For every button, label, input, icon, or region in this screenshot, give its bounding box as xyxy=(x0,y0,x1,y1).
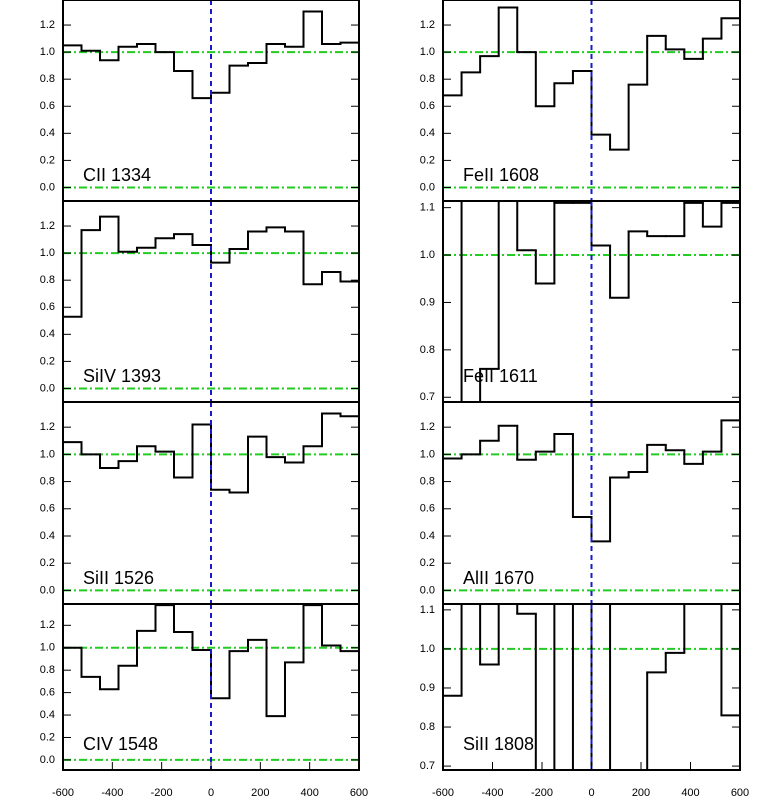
y-tick-label: 0.0 xyxy=(420,181,435,193)
y-tick-label: 1.0 xyxy=(420,643,435,655)
panel-label: CIV 1548 xyxy=(83,734,158,754)
y-tick-label: 1.2 xyxy=(40,619,55,631)
y-tick-label: 1.1 xyxy=(420,604,435,616)
panel-label: AlII 1670 xyxy=(463,568,534,588)
y-tick-label: 1.2 xyxy=(40,19,55,31)
y-tick-label: 0.8 xyxy=(40,664,55,676)
step-connector xyxy=(80,216,342,317)
panel-label: CII 1334 xyxy=(83,165,151,185)
panel xyxy=(63,0,359,201)
panel xyxy=(63,604,359,770)
panel-label: SiIV 1393 xyxy=(83,366,161,386)
y-tick-label: 0.2 xyxy=(40,154,55,166)
y-tick-label: 0.2 xyxy=(40,731,55,743)
y-tick-label: 0.0 xyxy=(420,584,435,596)
panel xyxy=(443,201,740,402)
x-tick-label: 600 xyxy=(350,787,368,799)
y-tick-label: 1.2 xyxy=(420,421,435,433)
panel xyxy=(443,0,740,201)
y-tick-label: 1.2 xyxy=(40,421,55,433)
panel xyxy=(443,604,740,770)
y-tick-label: 0.9 xyxy=(420,682,435,694)
y-tick-label: 1.0 xyxy=(40,46,55,58)
y-tick-label: 1.0 xyxy=(40,247,55,259)
y-tick-label: 1.0 xyxy=(40,448,55,460)
y-tick-label: 0.7 xyxy=(420,760,435,772)
y-tick-label: 1.2 xyxy=(40,220,55,232)
y-tick-label: 0.6 xyxy=(40,503,55,515)
x-tick-label: 600 xyxy=(731,787,749,799)
x-tick-label: -600 xyxy=(52,787,74,799)
y-tick-label: 0.2 xyxy=(420,557,435,569)
step-connector xyxy=(460,420,723,542)
y-tick-label: 0.0 xyxy=(40,754,55,766)
x-tick-label: -400 xyxy=(481,787,503,799)
y-tick-label: 0.4 xyxy=(40,709,55,721)
y-tick-label: 0.8 xyxy=(420,475,435,487)
y-tick-label: 1.0 xyxy=(420,448,435,460)
panel xyxy=(443,402,740,604)
y-tick-label: 0.8 xyxy=(420,721,435,733)
x-tick-label: 200 xyxy=(251,787,269,799)
panel xyxy=(63,201,359,402)
y-tick-label: 0.0 xyxy=(40,382,55,394)
step-connector xyxy=(460,7,723,150)
y-tick-label: 0.4 xyxy=(40,127,55,139)
panel-label: SiII 1808 xyxy=(463,734,534,754)
y-tick-label: 0.6 xyxy=(420,100,435,112)
x-tick-label: -400 xyxy=(101,787,123,799)
x-tick-label: 400 xyxy=(681,787,699,799)
y-tick-label: 0.4 xyxy=(420,530,435,542)
y-tick-label: 0.2 xyxy=(420,154,435,166)
x-tick-label: -200 xyxy=(151,787,173,799)
y-tick-label: 1.2 xyxy=(420,19,435,31)
step-connector xyxy=(80,605,342,717)
y-tick-label: 0.9 xyxy=(420,296,435,308)
y-tick-label: 0.8 xyxy=(40,73,55,85)
panel-label: SiII 1526 xyxy=(83,568,154,588)
y-tick-label: 0.6 xyxy=(40,687,55,699)
y-tick-label: 0.4 xyxy=(40,328,55,340)
panel-label: FeII 1608 xyxy=(463,165,539,185)
y-tick-label: 0.4 xyxy=(40,530,55,542)
x-tick-label: 200 xyxy=(632,787,650,799)
panel xyxy=(63,402,359,604)
x-tick-label: 400 xyxy=(300,787,318,799)
step-connector xyxy=(80,413,342,493)
y-tick-label: 0.7 xyxy=(420,391,435,403)
y-tick-label: 1.0 xyxy=(420,46,435,58)
y-tick-label: 1.0 xyxy=(420,249,435,261)
x-tick-label: 0 xyxy=(208,787,214,799)
x-tick-label: 0 xyxy=(588,787,594,799)
y-tick-label: 0.6 xyxy=(420,503,435,515)
y-tick-label: 0.6 xyxy=(40,100,55,112)
y-tick-label: 1.0 xyxy=(40,642,55,654)
y-tick-label: 0.8 xyxy=(40,274,55,286)
y-tick-label: 0.4 xyxy=(420,127,435,139)
step-connector xyxy=(460,604,723,770)
y-tick-label: 0.8 xyxy=(40,475,55,487)
y-tick-label: 0.2 xyxy=(40,557,55,569)
y-tick-label: 0.0 xyxy=(40,181,55,193)
y-tick-label: 0.0 xyxy=(40,584,55,596)
y-tick-label: 0.8 xyxy=(420,73,435,85)
panel-label: FeII 1611 xyxy=(463,366,538,386)
y-tick-label: 0.6 xyxy=(40,301,55,313)
y-tick-label: 0.2 xyxy=(40,355,55,367)
x-tick-label: -200 xyxy=(531,787,553,799)
y-tick-label: 1.1 xyxy=(420,202,435,214)
y-tick-label: 0.8 xyxy=(420,344,435,356)
step-connector xyxy=(80,11,342,99)
x-tick-label: -600 xyxy=(432,787,454,799)
